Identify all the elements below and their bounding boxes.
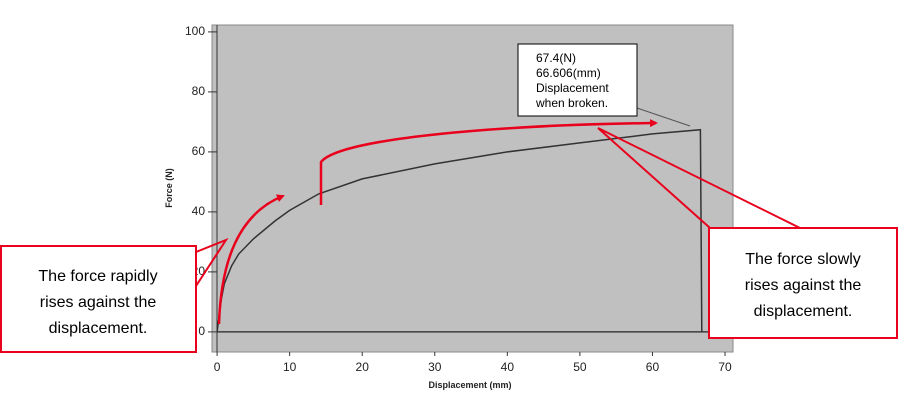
break-note-box xyxy=(517,43,638,117)
y-tick-label: 40 xyxy=(192,204,206,218)
left-callout-line: The force rapidly xyxy=(38,268,157,285)
x-tick-label: 50 xyxy=(573,360,587,374)
plot-area xyxy=(211,24,734,353)
right-callout-line: displacement. xyxy=(754,303,853,320)
right-callout-box xyxy=(708,227,898,339)
y-axis-label: Force (N) xyxy=(164,168,174,208)
x-tick-label: 60 xyxy=(646,360,660,374)
x-tick-label: 0 xyxy=(214,360,221,374)
arrow xyxy=(319,119,658,205)
callout-pointer xyxy=(195,237,229,287)
y-tick-label: 0 xyxy=(198,324,205,338)
left-callout-line: displacement. xyxy=(49,320,148,337)
y-tick-label: 80 xyxy=(192,84,206,98)
right-callout-line: rises against the xyxy=(745,277,862,294)
y-tick-label: 60 xyxy=(192,144,206,158)
x-tick-label: 40 xyxy=(501,360,515,374)
x-tick-label: 10 xyxy=(283,360,297,374)
note-pointer xyxy=(636,107,691,127)
break-note-line: when broken. xyxy=(535,96,608,110)
right-callout-line: The force slowly xyxy=(745,251,861,268)
x-tick-label: 70 xyxy=(718,360,732,374)
left-callout-box xyxy=(0,245,197,353)
break-note-line: 67.4(N) xyxy=(536,51,576,65)
x-tick-label: 20 xyxy=(356,360,370,374)
y-tick-label: 100 xyxy=(185,24,205,38)
break-note-line: Displacement xyxy=(536,81,609,95)
callout-pointer xyxy=(597,127,801,229)
left-callout-line: rises against the xyxy=(40,294,157,311)
x-axis-label: Displacement (mm) xyxy=(428,380,511,390)
x-tick-label: 30 xyxy=(428,360,442,374)
arrow xyxy=(217,194,285,325)
break-note-line: 66.606(mm) xyxy=(536,66,601,80)
